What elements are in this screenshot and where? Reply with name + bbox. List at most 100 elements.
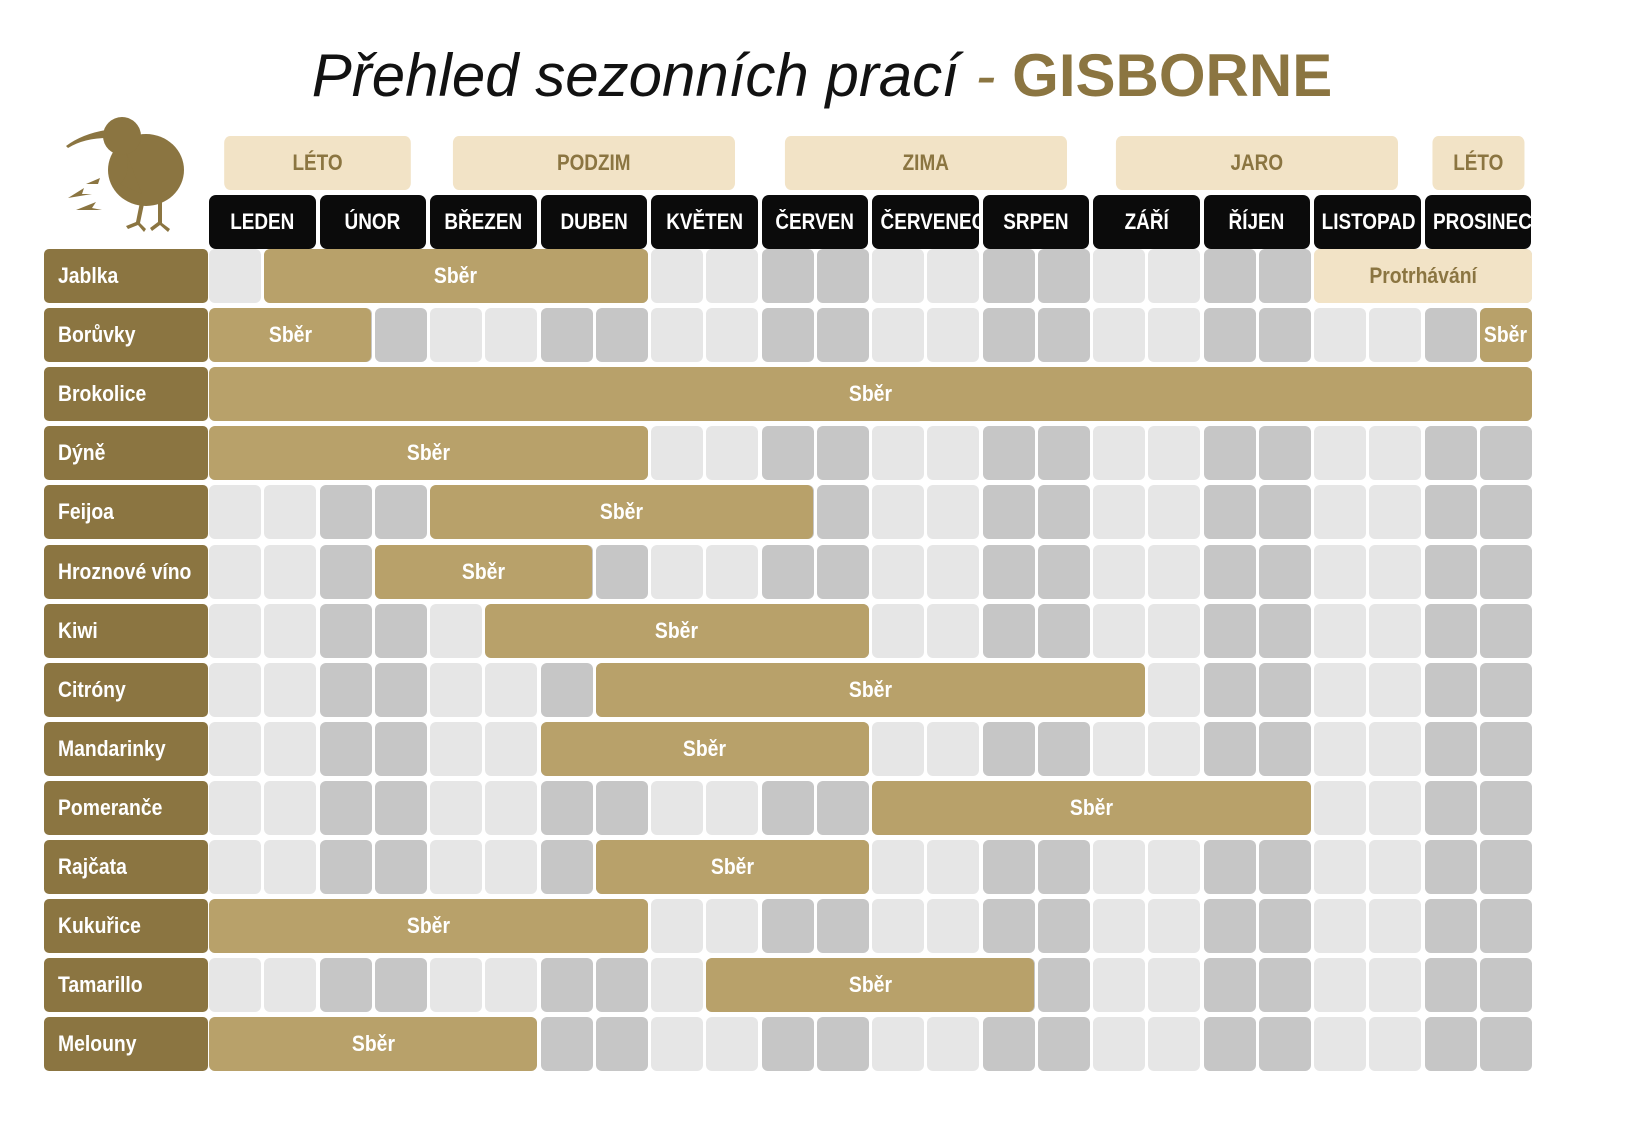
period-label: Sběr (1069, 794, 1113, 820)
crop-label: Melouny (44, 1017, 208, 1072)
crop-name: Jablka (58, 263, 119, 288)
month-label: DUBEN (560, 209, 628, 234)
month-header: LISTOPAD (1314, 195, 1421, 249)
grid-cell (1148, 426, 1201, 481)
grid-cell (1258, 544, 1311, 599)
period-label: Sběr (406, 913, 450, 939)
grid-cell (1258, 899, 1311, 954)
grid-cell (1037, 308, 1090, 363)
month-header: ČERVEN (761, 195, 868, 249)
grid-cell (982, 603, 1035, 658)
grid-cell (1369, 780, 1422, 835)
grid-cell (982, 308, 1035, 363)
grid-cell (595, 958, 648, 1013)
grid-cell (651, 780, 703, 835)
season-header: JARO (1115, 136, 1398, 190)
grid-cell (374, 840, 427, 894)
grid-cell (1424, 780, 1477, 835)
grid-cell (319, 721, 372, 776)
grid-cell (706, 1017, 759, 1072)
grid-cell (872, 840, 924, 894)
grid-cell (927, 1017, 980, 1072)
harvest-bar: Sběr (872, 780, 1311, 835)
grid-cell (1369, 721, 1422, 776)
grid-cell (1258, 958, 1311, 1013)
grid-cell (430, 780, 482, 835)
grid-cell (872, 899, 924, 954)
title-main: Přehled sezonních prací (311, 42, 959, 109)
grid-cell (319, 603, 372, 658)
grid-cell (927, 899, 980, 954)
month-label: ČERVEN (775, 209, 854, 234)
grid-cell (1314, 603, 1366, 658)
grid-cell (1037, 485, 1090, 540)
grid-cell (1037, 603, 1090, 658)
grid-cell (761, 249, 814, 303)
grid-cell (1258, 840, 1311, 894)
harvest-bar: Sběr (264, 249, 648, 303)
crop-name: Rajčata (58, 854, 127, 879)
period-label: Sběr (268, 322, 312, 348)
grid-cell (706, 780, 759, 835)
grid-cell (1203, 899, 1256, 954)
grid-cell (982, 249, 1035, 303)
grid-cell (264, 840, 317, 894)
grid-cell (1424, 426, 1477, 481)
crop-name: Dýně (58, 440, 106, 466)
grid-cell (1424, 603, 1477, 658)
grid-cell (209, 485, 261, 540)
grid-cell (264, 780, 317, 835)
grid-cell (927, 308, 980, 363)
grid-cell (1369, 899, 1422, 954)
grid-cell (1148, 840, 1201, 894)
grid-cell (1093, 603, 1145, 658)
month-header: KVĚTEN (651, 195, 758, 249)
grid-cell (485, 662, 538, 717)
grid-cell (374, 721, 427, 776)
grid-cell (816, 485, 869, 540)
period-label: Sběr (655, 617, 699, 643)
grid-cell (540, 308, 593, 363)
grid-cell (651, 958, 703, 1013)
grid-cell (374, 662, 427, 717)
grid-cell (430, 662, 482, 717)
grid-cell (1037, 721, 1090, 776)
grid-cell (1203, 662, 1256, 717)
grid-cell (1203, 485, 1256, 540)
grid-cell (1258, 485, 1311, 540)
month-label: ČERVENEC (880, 209, 979, 234)
grid-cell (1424, 1017, 1477, 1072)
harvest-bar: Sběr (706, 958, 1035, 1013)
grid-cell (982, 899, 1035, 954)
grid-cell (982, 426, 1035, 481)
grid-cell (1314, 662, 1366, 717)
grid-cell (1369, 1017, 1422, 1072)
grid-cell (1369, 544, 1422, 599)
grid-cell (1148, 603, 1201, 658)
month-header: PROSINEC (1424, 195, 1531, 249)
season-header: PODZIM (452, 136, 735, 190)
grid-cell (374, 485, 427, 540)
grid-cell (761, 1017, 814, 1072)
grid-cell (485, 958, 538, 1013)
grid-cell (1148, 308, 1201, 363)
grid-cell (706, 426, 759, 481)
crop-label: Kiwi (44, 603, 208, 658)
crop-label: Feijoa (44, 485, 208, 540)
grid-cell (651, 544, 703, 599)
grid-cell (1314, 840, 1366, 894)
grid-cell (1148, 485, 1201, 540)
grid-cell (595, 308, 648, 363)
grid-cell (1424, 840, 1477, 894)
harvest-bar: Sběr (209, 367, 1532, 422)
grid-cell (540, 1017, 593, 1072)
period-label: Sběr (1484, 322, 1528, 348)
grid-cell (927, 721, 980, 776)
grid-cell (816, 899, 869, 954)
harvest-bar: Sběr (1479, 308, 1532, 363)
month-header: LEDEN (209, 195, 316, 249)
grid-cell (706, 308, 759, 363)
grid-cell (872, 1017, 924, 1072)
grid-cell (706, 249, 759, 303)
harvest-bar: Sběr (430, 485, 814, 540)
